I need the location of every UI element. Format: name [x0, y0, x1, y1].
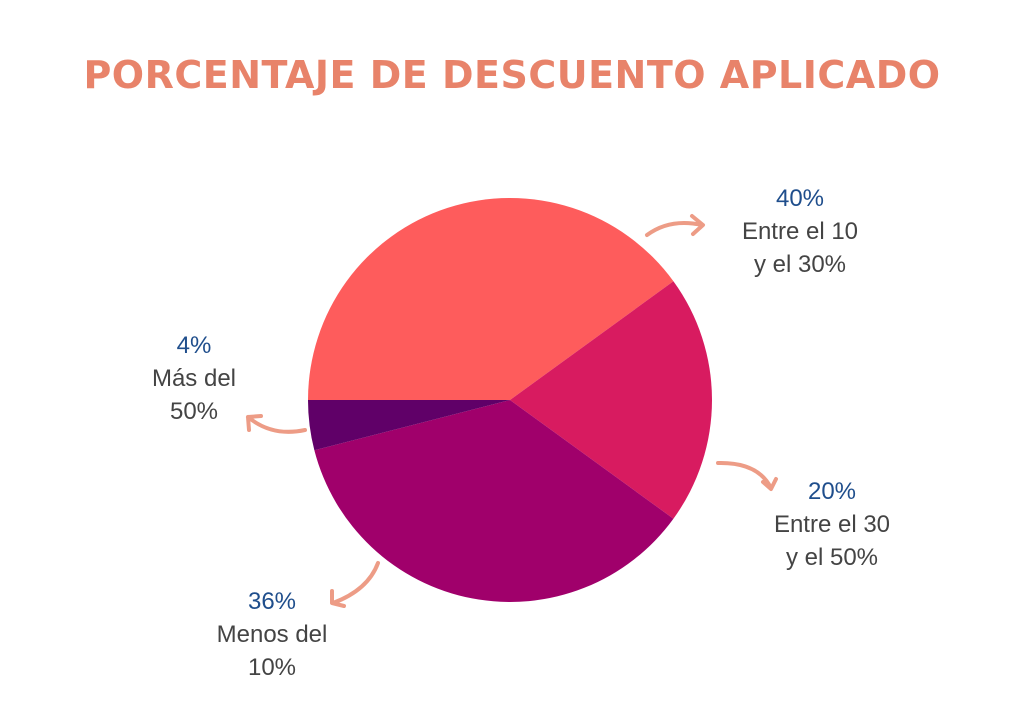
slice-percentage-label: 36%: [248, 588, 296, 615]
slice-category-label: 50%: [170, 398, 218, 425]
slice-category-label: 10%: [248, 654, 296, 681]
chart-title: PORCENTAJE DE DESCUENTO APLICADO: [83, 53, 941, 97]
callout-arrows: [246, 214, 778, 608]
pie-slice-4: [308, 400, 510, 451]
slice-category-label: y el 30%: [754, 251, 846, 278]
slice-percentage-label: 40%: [776, 185, 824, 212]
slice-category-label: Más del: [152, 365, 236, 392]
slice-category-label: Entre el 30: [774, 511, 890, 538]
slice-percentage-label: 4%: [177, 332, 212, 359]
pie-slices: [308, 198, 712, 602]
arrow-icon: [716, 460, 778, 491]
slice-percentage-label: 20%: [808, 478, 856, 505]
pie-slice-3: [314, 400, 674, 602]
pie-slice-2: [510, 281, 712, 519]
arrow-icon: [246, 414, 307, 434]
slice-category-label: Menos del: [217, 621, 328, 648]
slice-category-label: y el 50%: [786, 544, 878, 571]
arrow-icon: [330, 561, 380, 608]
arrow-icon: [645, 214, 705, 237]
pie-slice-1: [308, 198, 674, 400]
callout-labels: 40% Entre el 10 y el 30% 20% Entre el 30 y el…: [152, 185, 890, 681]
slice-category-label: Entre el 10: [742, 218, 858, 245]
